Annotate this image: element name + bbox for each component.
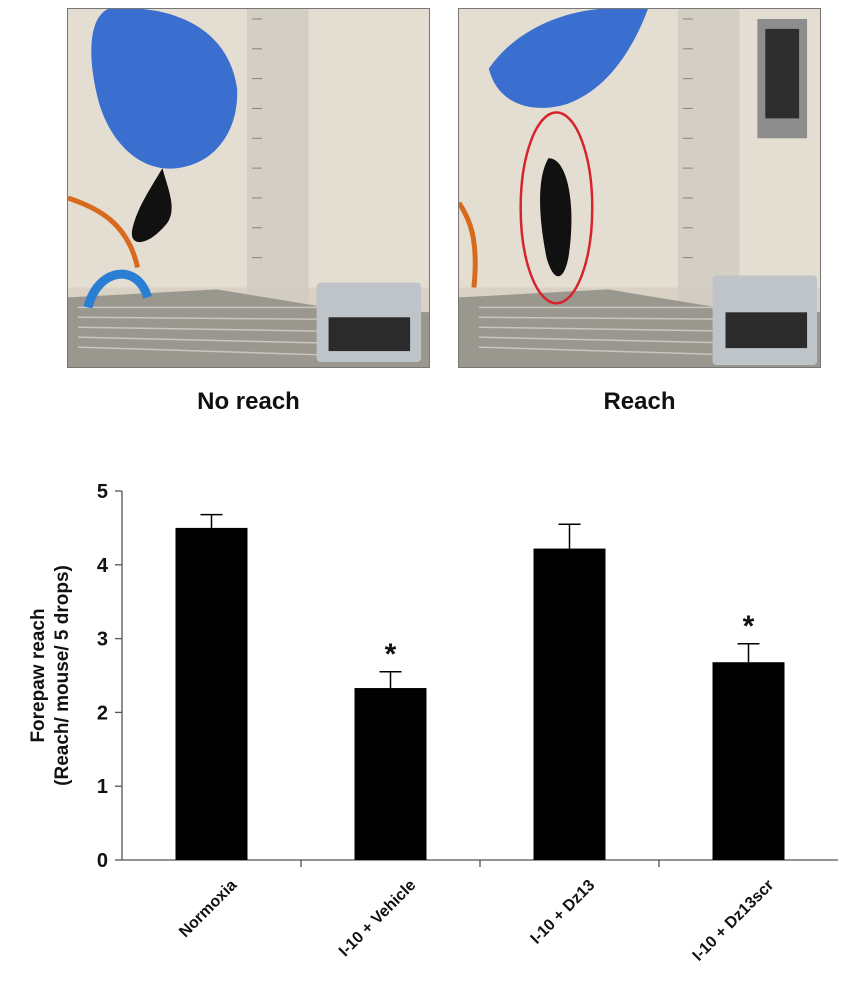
category-label-3: I-10 + Dz13scr bbox=[690, 877, 778, 965]
y-tick-label: 2 bbox=[97, 702, 108, 724]
y-tick-label: 0 bbox=[97, 850, 108, 872]
y-tick-label: 5 bbox=[97, 481, 108, 503]
photo-no-reach bbox=[67, 8, 430, 368]
category-label-1: I-10 + Vehicle bbox=[336, 877, 419, 960]
photo-reach bbox=[458, 8, 821, 368]
category-label-0: Normoxia bbox=[176, 877, 240, 941]
y-tick-label: 4 bbox=[97, 555, 109, 577]
y-tick-label: 1 bbox=[97, 776, 108, 798]
bar-0 bbox=[175, 527, 248, 860]
category-label-2: I-10 + Dz13 bbox=[528, 877, 599, 948]
y-axis-label-2: (Reach/ mouse/ 5 drops) bbox=[52, 565, 73, 786]
y-tick-label: 3 bbox=[97, 629, 108, 651]
caption-reach: Reach bbox=[603, 388, 676, 415]
caption-no-reach: No reach bbox=[197, 388, 300, 415]
significance-marker-3: * bbox=[743, 610, 755, 643]
bar-3 bbox=[712, 662, 785, 860]
bar-1 bbox=[354, 688, 427, 860]
bar-2 bbox=[533, 548, 606, 860]
significance-marker-1: * bbox=[385, 638, 397, 671]
y-axis-label: Forepaw reach bbox=[28, 608, 49, 742]
forepaw-reach-bar-chart: 0 1 2 3 4 5 Forepaw reach (Reach/ mouse/ 5 drop… bbox=[28, 481, 838, 965]
